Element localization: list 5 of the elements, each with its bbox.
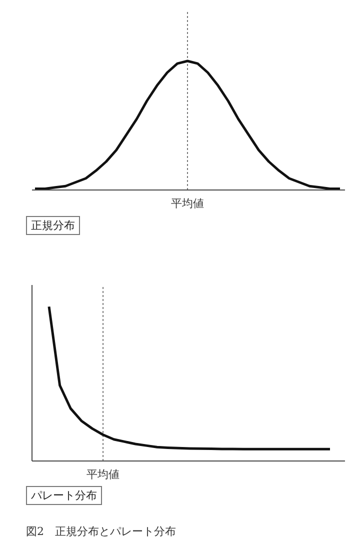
caption: 図2 正規分布とパレート分布 — [26, 524, 176, 539]
text: 平均値 — [86, 468, 120, 481]
text: 正規分布 — [26, 216, 80, 235]
text: パレート分布 — [26, 486, 102, 505]
text: 平均値 — [171, 197, 204, 210]
